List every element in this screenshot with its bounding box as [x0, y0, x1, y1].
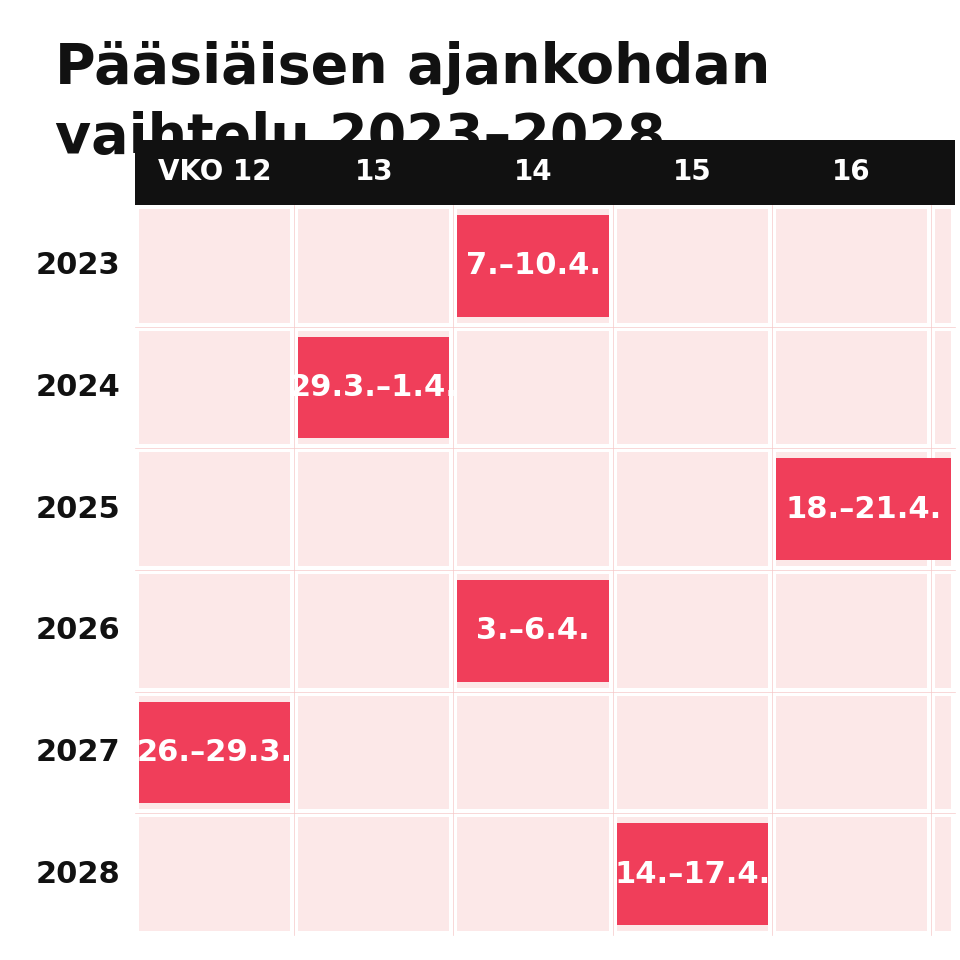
Bar — [299, 574, 449, 687]
Bar — [776, 458, 951, 560]
Bar — [458, 215, 609, 317]
Text: 14: 14 — [514, 158, 552, 186]
Text: Pääsiäisen ajankohdan: Pääsiäisen ajankohdan — [55, 41, 770, 95]
Text: 26.–29.3.: 26.–29.3. — [136, 738, 293, 767]
Bar — [458, 330, 609, 444]
Bar — [776, 574, 927, 687]
Text: 15: 15 — [673, 158, 711, 186]
Bar — [616, 824, 768, 925]
Text: VKO 12: VKO 12 — [157, 158, 272, 186]
Bar — [299, 209, 449, 323]
Bar — [139, 452, 290, 566]
Bar — [299, 337, 449, 439]
Bar — [935, 817, 951, 931]
Bar — [139, 817, 290, 931]
Bar — [458, 574, 609, 687]
Bar — [616, 209, 768, 323]
Bar — [458, 452, 609, 566]
Bar — [139, 702, 290, 804]
Bar — [935, 696, 951, 809]
Text: 13: 13 — [354, 158, 394, 186]
Bar — [139, 209, 290, 323]
Text: vaihtelu 2023–2028: vaihtelu 2023–2028 — [55, 111, 665, 165]
Text: 2027: 2027 — [36, 738, 120, 767]
Bar — [776, 817, 927, 931]
Bar — [299, 330, 449, 444]
Bar — [139, 696, 290, 809]
Bar — [935, 330, 951, 444]
Bar — [935, 574, 951, 687]
Bar — [299, 817, 449, 931]
Bar — [139, 330, 290, 444]
Bar — [458, 696, 609, 809]
Bar — [458, 817, 609, 931]
Text: 2026: 2026 — [36, 616, 120, 645]
Text: 2024: 2024 — [36, 373, 120, 402]
Bar — [299, 452, 449, 566]
Text: 2025: 2025 — [36, 494, 120, 523]
Bar — [776, 209, 927, 323]
Bar — [458, 209, 609, 323]
Bar — [935, 452, 951, 566]
Bar — [616, 817, 768, 931]
Bar — [776, 696, 927, 809]
Bar — [458, 580, 609, 682]
Text: 14.–17.4.: 14.–17.4. — [614, 859, 771, 889]
Bar — [135, 140, 955, 205]
Text: 29.3.–1.4.: 29.3.–1.4. — [290, 373, 458, 402]
Text: 3.–6.4.: 3.–6.4. — [476, 616, 590, 645]
Bar — [299, 696, 449, 809]
Bar — [616, 696, 768, 809]
Bar — [616, 452, 768, 566]
Text: 2023: 2023 — [36, 252, 120, 280]
Bar — [776, 330, 927, 444]
Bar — [616, 574, 768, 687]
Bar — [139, 574, 290, 687]
Bar — [935, 209, 951, 323]
Text: 16: 16 — [832, 158, 871, 186]
Bar — [776, 452, 927, 566]
Text: 7.–10.4.: 7.–10.4. — [466, 252, 601, 280]
Text: 2028: 2028 — [36, 859, 120, 889]
Bar — [616, 330, 768, 444]
Text: 18.–21.4.: 18.–21.4. — [785, 494, 942, 523]
